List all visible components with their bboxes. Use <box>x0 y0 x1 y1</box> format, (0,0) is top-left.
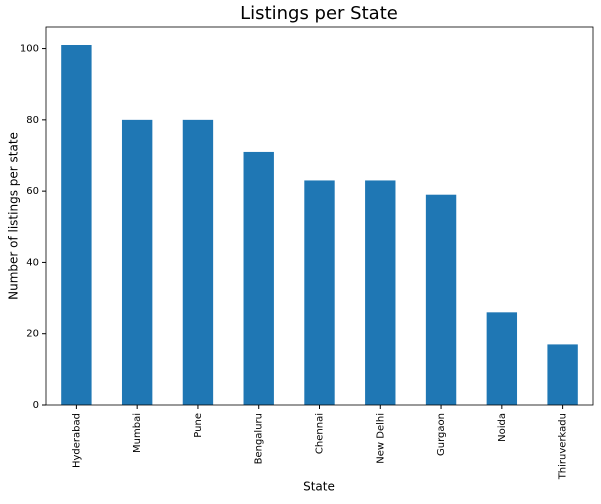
bar <box>243 151 274 405</box>
bar <box>61 45 92 405</box>
bar <box>486 312 518 405</box>
y-tick-label: 60 <box>26 186 39 197</box>
x-tick-label: Mumbai <box>132 413 143 453</box>
bar <box>182 119 214 405</box>
y-tick-label: 40 <box>26 257 39 268</box>
y-tick-label: 0 <box>33 400 39 411</box>
y-tick-label: 20 <box>26 329 39 340</box>
bar <box>425 194 457 405</box>
bar <box>547 344 578 405</box>
chart-title: Listings per State <box>240 3 398 24</box>
plot-frame <box>45 26 594 406</box>
bar <box>365 180 396 405</box>
y-tick-label: 80 <box>26 115 39 126</box>
bar <box>121 119 153 405</box>
x-axis-label: State <box>303 480 335 494</box>
x-tick-label: Pune <box>193 413 204 438</box>
x-tick-label: Noida <box>497 413 508 442</box>
y-axis-label: Number of listings per state <box>7 132 21 300</box>
y-tick-label: 100 <box>20 44 39 55</box>
x-tick-label: Thiruverkadu <box>558 413 569 480</box>
bar <box>304 180 335 405</box>
x-tick-label: Hyderabad <box>71 413 82 468</box>
x-tick-label: Gurgaon <box>436 413 447 456</box>
x-tick-label: New Delhi <box>375 413 386 464</box>
x-tick-label: Bengaluru <box>254 413 265 464</box>
x-tick-label: Chennai <box>315 413 326 454</box>
